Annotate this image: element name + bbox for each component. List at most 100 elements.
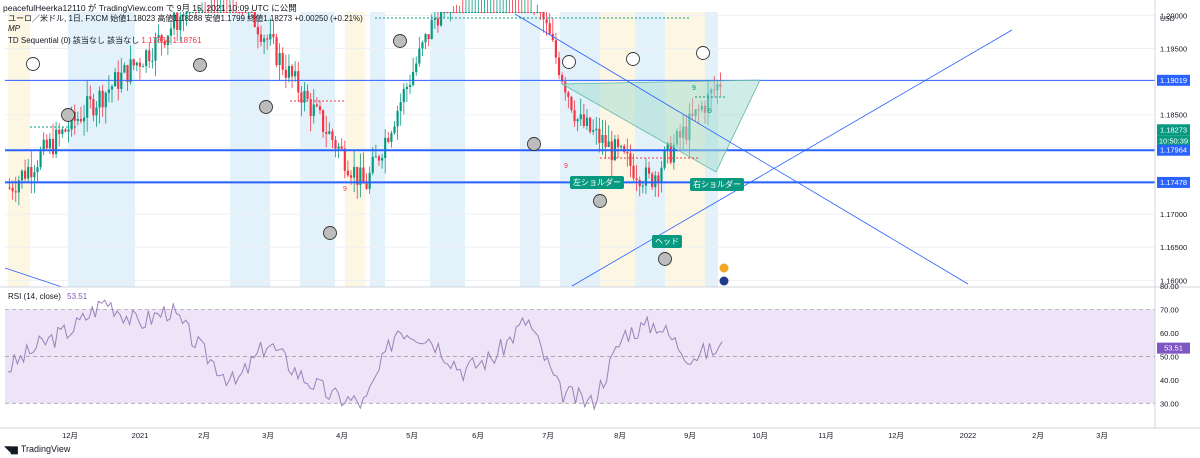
candle-body (82, 117, 86, 122)
candle-body (480, 12, 483, 13)
td-count-number: 9 (708, 108, 712, 115)
candle-body (145, 50, 148, 67)
candle-body (67, 129, 70, 132)
candle-body (275, 37, 278, 66)
candle-body (415, 63, 418, 73)
mp-label[interactable]: MP (8, 24, 20, 33)
price-highlight-label: 1.17478 (1160, 178, 1187, 187)
candle-body (297, 71, 300, 93)
candle-body (17, 180, 20, 193)
candle-body (272, 33, 275, 38)
rsi-tick-label: 70.00 (1160, 305, 1179, 314)
candle-body (172, 12, 176, 29)
candle-body (45, 139, 48, 149)
candle-body (443, 12, 446, 13)
candle-body (517, 12, 520, 13)
candle-body (315, 104, 318, 107)
candle-body (58, 129, 61, 134)
price-tick-label: 1.18500 (1160, 111, 1187, 120)
candlesticks (8, 0, 722, 206)
candle-body (216, 12, 219, 13)
candle-body (368, 172, 371, 189)
candle-body (269, 33, 272, 40)
candle-body (427, 34, 430, 40)
symbol-legend[interactable]: ユーロ／米ドル, 1日, FXCM 始値1.18023 高値1.18288 安値… (8, 14, 363, 23)
mp-circle (658, 252, 672, 266)
rsi-value-box-label: 53.51 (1164, 344, 1183, 353)
candle-body (346, 170, 350, 176)
candle-body (359, 167, 362, 185)
rsi-tick-label: 50.00 (1160, 352, 1179, 361)
candle-body (204, 12, 207, 13)
candle-body (238, 12, 241, 13)
candle-body (607, 141, 610, 147)
rsi-label: RSI (14, close) (8, 292, 61, 301)
mp-circle (259, 100, 273, 114)
candle-body (247, 12, 250, 13)
mp-circle (26, 57, 40, 71)
candle-body (92, 99, 95, 116)
publish-line: peacefulHeerka12110 が TradingView.com で … (3, 3, 297, 13)
tradingview-logo[interactable]: ◥▆ TradingView (4, 444, 70, 455)
candle-body (197, 12, 201, 13)
candle-body (166, 35, 169, 45)
mp-circle (61, 108, 75, 122)
candle-body (228, 12, 232, 13)
candle-body (61, 129, 64, 134)
mp-circle (593, 194, 607, 208)
candle-body (33, 172, 36, 178)
candle-body (620, 146, 623, 148)
candle-body (545, 19, 548, 24)
candle-body (467, 12, 471, 13)
candle-body (235, 12, 238, 13)
price-highlight-box (1157, 74, 1190, 86)
lower-left-trendline (4, 267, 63, 288)
candle-body (626, 151, 629, 154)
candle-body (439, 12, 443, 26)
candle-body (436, 18, 440, 26)
axes: USD1.200001.195001.185001.180001.175001.… (0, 0, 1200, 440)
candle-body (253, 12, 256, 27)
candle-body (154, 37, 157, 61)
td-legend[interactable]: TD Sequential (0) 該当なし 該当なし 1.17834 1.18… (8, 35, 201, 46)
time-tick-label: 5月 (406, 431, 418, 440)
candle-body (194, 12, 197, 13)
rsi-legend[interactable]: RSI (14, close) 53.51 (8, 292, 87, 301)
time-tick-label: 6月 (472, 431, 484, 440)
candle-body (328, 131, 331, 134)
candle-body (623, 146, 626, 152)
candle-body (529, 12, 533, 13)
candle-body (660, 167, 663, 182)
candle-body (14, 191, 17, 193)
candle-body (514, 12, 517, 13)
mp-circle (323, 226, 337, 240)
candle-body (51, 138, 55, 155)
candle-body (585, 117, 589, 126)
candle-body (582, 114, 585, 126)
candle-body (542, 12, 545, 20)
candle-body (266, 38, 269, 40)
candle-body (495, 12, 499, 13)
price-highlight-box (1157, 144, 1190, 156)
candle-body (669, 142, 672, 163)
candle-body (548, 23, 551, 34)
candle-body (418, 48, 421, 64)
candle-body (505, 12, 508, 13)
candle-body (567, 92, 570, 97)
candle-body (446, 12, 449, 13)
candle-body (79, 118, 83, 122)
price-highlight-box (1157, 135, 1190, 147)
candle-body (207, 12, 210, 13)
candle-body (101, 90, 104, 108)
price-tick-label: 1.20000 (1160, 11, 1187, 20)
candle-body (157, 35, 160, 38)
candle-body (281, 53, 284, 70)
candle-body (598, 128, 601, 143)
candle-body (526, 12, 530, 13)
candle-body (114, 72, 117, 87)
left-shoulder-label: 左ショルダー (570, 176, 624, 189)
candle-body (20, 170, 24, 181)
time-tick-label: 3月 (1096, 431, 1108, 440)
candle-body (362, 167, 365, 184)
candle-body (533, 12, 536, 13)
